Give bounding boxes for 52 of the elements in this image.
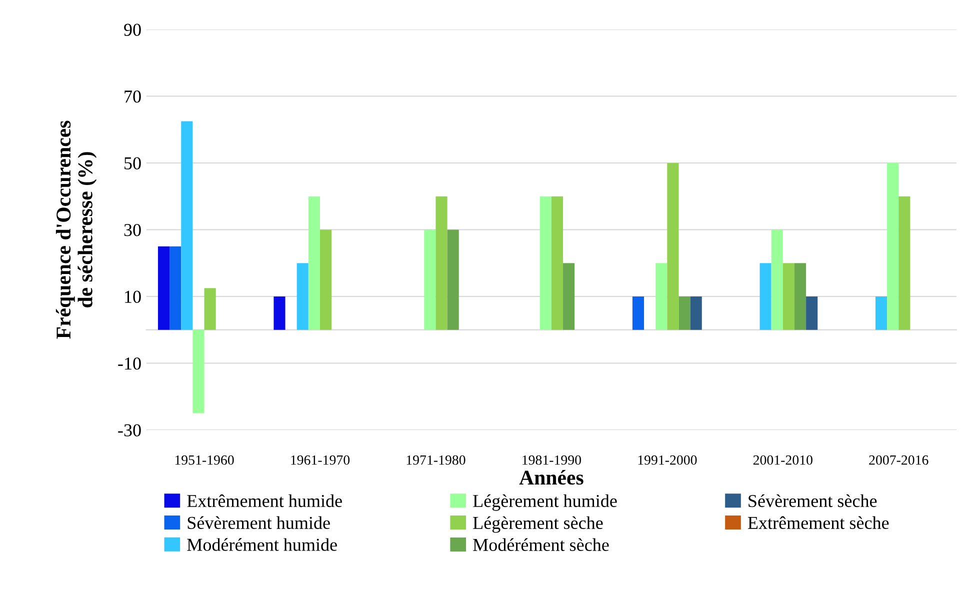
y-axis-title: Fréquence d'Occurences de sécheresse (%) [56,120,97,339]
legend-label: Légèrement sèche [473,516,603,533]
bar [563,263,575,330]
bar [771,230,783,330]
x-tick-label: 1961-1970 [291,455,350,465]
x-tick-label: 2001-2010 [753,455,812,465]
bar [760,263,772,330]
bar [898,196,910,330]
y-tick-label: 30 [124,224,141,236]
legend-label: Sévèrement sèche [748,494,877,508]
legend-label: Sévèrement humide [188,516,330,529]
bar [667,162,679,330]
bar [782,263,794,330]
bar [806,296,818,330]
y-tick-label: 90 [124,24,141,36]
bar [656,263,668,330]
x-tick-label: 2007-2016 [869,455,928,465]
bar [170,246,182,330]
bar [887,162,899,330]
y-tick-label: 50 [124,157,141,170]
bar [436,196,448,330]
legend-label: Légèrement humide [473,494,617,511]
bar [320,230,332,330]
bar [296,263,308,330]
x-tick-label: 1981-1990 [522,455,581,465]
y-tick-label: -30 [118,424,141,436]
legend-label: Extrêmement humide [187,494,342,508]
bar [875,296,888,330]
y-tick-label: 10 [125,290,141,303]
bar [678,296,690,330]
legend-label: Modérément sèche [473,538,609,551]
legend-label: Modérément humide [187,538,337,551]
x-tick-label: 1951-1960 [175,455,234,465]
bar [308,196,320,330]
bar [204,288,216,330]
y-tick-label: -10 [118,357,141,370]
bar [447,230,459,330]
bar [690,296,702,330]
bar [794,263,806,330]
bar [274,296,286,330]
x-tick-label: 1991-2000 [638,455,697,465]
x-tick-label: 1971-1980 [406,455,466,465]
y-tick-label: 70 [124,90,141,103]
legend-label: Extrêmement sèche [748,516,889,529]
bar [192,330,204,414]
bar [551,196,564,330]
bar [632,296,644,330]
bar [424,230,436,330]
bar [158,246,170,330]
bar [540,196,552,330]
bar [181,121,193,330]
x-axis-title: Années [519,470,584,485]
